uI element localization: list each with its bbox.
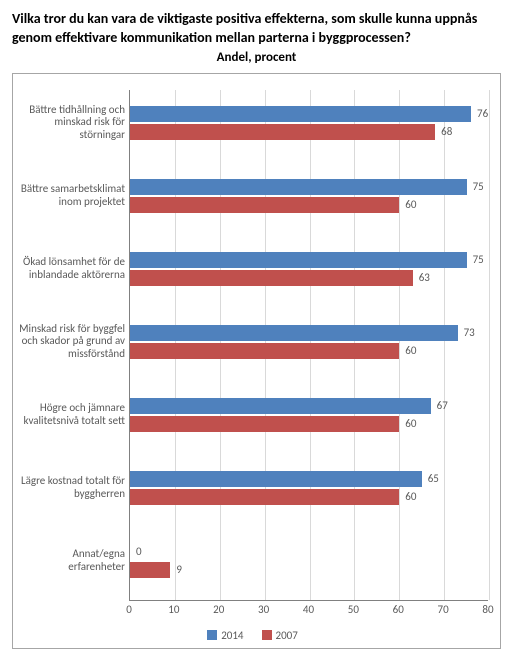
x-tick-label: 80 bbox=[482, 603, 493, 616]
bar bbox=[130, 562, 170, 578]
bar-value-label: 75 bbox=[469, 179, 484, 195]
chart-container: Vilka tror du kan vara de viktigaste pos… bbox=[0, 0, 513, 659]
plot-row: Bättre tidhållning och minskad risk för … bbox=[17, 90, 488, 601]
chart-title: Vilka tror du kan vara de viktigaste pos… bbox=[12, 10, 501, 48]
legend-item-2007: 2007 bbox=[262, 629, 298, 642]
category-label: Lägre kostnad totalt för byggherren bbox=[17, 475, 125, 500]
gridline bbox=[489, 90, 490, 600]
gridline bbox=[444, 90, 445, 600]
bar bbox=[130, 106, 471, 122]
chart-frame: Bättre tidhållning och minskad risk för … bbox=[12, 73, 501, 649]
bar bbox=[130, 197, 399, 213]
x-tick-label: 0 bbox=[126, 603, 132, 616]
bar bbox=[130, 179, 467, 195]
category-label: Högre och jämnare kvalitetsnivå totalt s… bbox=[17, 402, 125, 427]
bar-value-label: 67 bbox=[433, 398, 448, 414]
bar-value-label: 75 bbox=[469, 252, 484, 268]
bar bbox=[130, 416, 399, 432]
legend: 2014 2007 bbox=[17, 629, 488, 642]
bar bbox=[130, 398, 431, 414]
bar bbox=[130, 270, 413, 286]
x-tick-label: 30 bbox=[258, 603, 269, 616]
x-tick-label: 50 bbox=[348, 603, 359, 616]
bar-value-label: 76 bbox=[473, 106, 488, 122]
legend-item-2014: 2014 bbox=[207, 629, 243, 642]
chart-subtitle: Andel, procent bbox=[12, 50, 501, 65]
category-label: Bättre tidhållning och minskad risk för … bbox=[17, 104, 125, 142]
bar bbox=[130, 343, 399, 359]
bar-value-label: 63 bbox=[415, 270, 430, 286]
bar-value-label: 60 bbox=[401, 197, 416, 213]
bar bbox=[130, 252, 467, 268]
bar-value-label: 73 bbox=[460, 325, 475, 341]
category-label: Minskad risk för byggfel och skador på g… bbox=[17, 323, 125, 361]
gridline bbox=[399, 90, 400, 600]
x-tick-label: 40 bbox=[303, 603, 314, 616]
bar bbox=[130, 471, 422, 487]
bar-value-label: 60 bbox=[401, 416, 416, 432]
legend-swatch-icon bbox=[207, 630, 217, 640]
bar-value-label: 68 bbox=[437, 124, 452, 140]
legend-label: 2007 bbox=[276, 629, 298, 642]
bar-value-label: 65 bbox=[424, 471, 439, 487]
bar bbox=[130, 124, 435, 140]
bar-value-label: 9 bbox=[172, 562, 182, 578]
x-tick-label: 10 bbox=[168, 603, 179, 616]
x-tick-label: 20 bbox=[213, 603, 224, 616]
bar-value-label: 0 bbox=[132, 544, 142, 560]
bar-value-label: 60 bbox=[401, 343, 416, 359]
x-tick-label: 60 bbox=[393, 603, 404, 616]
category-label: Bättre samarbetsklimat inom projektet bbox=[17, 183, 125, 208]
bar bbox=[130, 489, 399, 505]
x-axis: 01020304050607080 bbox=[129, 601, 488, 619]
x-tick-label: 70 bbox=[438, 603, 449, 616]
legend-swatch-icon bbox=[262, 630, 272, 640]
plot-area: 76 68 75 60 75 63 73 60 67 60 65 60 0 9 bbox=[129, 90, 488, 601]
category-label: Ökad lönsamhet för de inblandade aktörer… bbox=[17, 256, 125, 281]
legend-label: 2014 bbox=[221, 629, 243, 642]
y-axis-labels: Bättre tidhållning och minskad risk för … bbox=[17, 90, 129, 600]
category-label: Annat/egna erfarenheter bbox=[17, 548, 125, 573]
bar bbox=[130, 325, 458, 341]
bar-value-label: 60 bbox=[401, 489, 416, 505]
